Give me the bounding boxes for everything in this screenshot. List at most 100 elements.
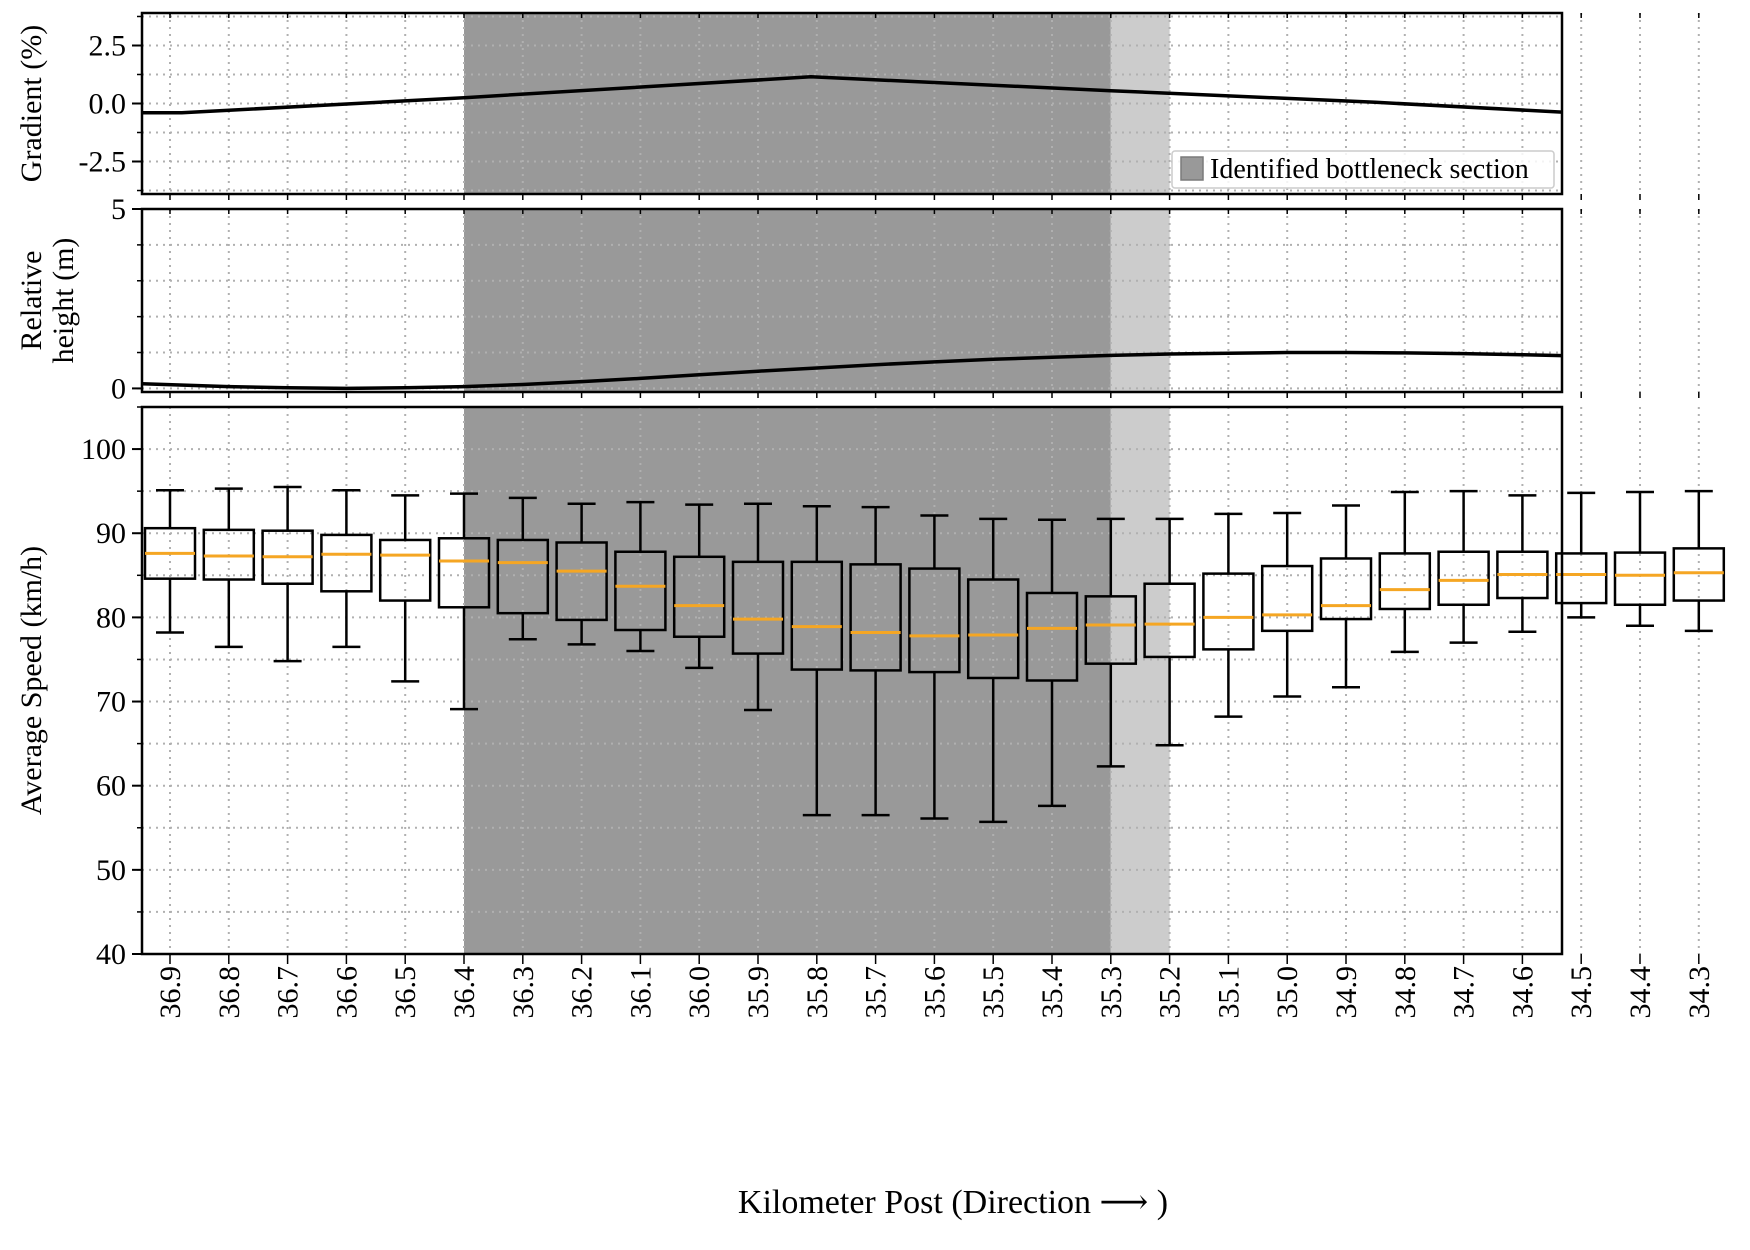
box-34.7 (1437, 489, 1490, 644)
x-tick-label: 36.1 (624, 966, 657, 1019)
legend-swatch-bottleneck (1180, 156, 1204, 181)
y-tick-label: 100 (81, 433, 126, 466)
box-35.9 (731, 502, 785, 712)
box-iqr (1143, 582, 1196, 659)
box-iqr (1202, 572, 1255, 651)
box-iqr (1260, 564, 1314, 633)
legend-frame (1171, 150, 1555, 189)
x-tick-label: 35.0 (1271, 966, 1304, 1019)
average-speed-panel: 100 90 80 70 60 50 40 36.9 36.8 36.7 36.6 36.5 36.4 3… (81, 405, 1726, 1019)
x-tick-label: 36.7 (272, 966, 305, 1019)
y-axis-labels: Gradient (%) Relative height (m) Average… (15, 25, 80, 815)
x-tick-label: 35.9 (742, 966, 775, 1019)
box-36.8 (202, 487, 256, 649)
y-tick-label: 70 (96, 686, 126, 719)
average-speed-y-axis-label: Average Speed (km/h) (15, 546, 48, 815)
box-iqr (790, 560, 844, 671)
box-34.3 (1672, 489, 1726, 633)
x-tick-label: 36.4 (448, 966, 481, 1019)
box-iqr (1554, 552, 1608, 605)
box-34.5 (1554, 491, 1608, 619)
plot-frame (140, 405, 1564, 956)
x-axis-label: Kilometer Post (Direction ⟶ ) (738, 1184, 1168, 1221)
x-tick-label: 34.7 (1448, 966, 1481, 1019)
box-36.7 (261, 485, 314, 663)
box-iqr (1378, 552, 1432, 611)
x-tick-label: 35.4 (1036, 966, 1069, 1019)
box-35.2 (1143, 517, 1196, 747)
box-iqr (849, 563, 902, 672)
bottleneck-extension-band (1110, 407, 1170, 954)
x-tick-label: 34.9 (1330, 966, 1363, 1019)
y-tick-label: 40 (96, 938, 126, 971)
relative-height-y-axis-label-line-2: height (m) (47, 238, 80, 364)
x-tick-label: 36.0 (683, 966, 716, 1019)
y-tick-label: 50 (96, 854, 126, 887)
x-tick-label: 34.5 (1565, 966, 1598, 1019)
y-tick-label: -2.5 (79, 146, 127, 179)
x-tick-label: 36.9 (154, 966, 187, 1019)
legend: Identified bottleneck section (1171, 150, 1555, 189)
box-36.0 (672, 503, 726, 670)
legend-label-bottleneck: Identified bottleneck section (1210, 154, 1529, 185)
box-36.9 (143, 489, 197, 634)
x-tick-label: 34.6 (1506, 966, 1539, 1019)
y-tick-label: 90 (96, 517, 126, 550)
box-36.1 (614, 500, 667, 653)
box-iqr (614, 550, 667, 632)
x-tick-label: 35.7 (860, 966, 893, 1019)
y-tick-label: 0 (111, 372, 126, 405)
box-36.3 (496, 496, 550, 641)
x-tick-label: 34.4 (1624, 966, 1657, 1019)
x-tick-label: 35.1 (1212, 966, 1245, 1019)
bottleneck-extension-band (1110, 13, 1170, 194)
box-35.7 (849, 505, 902, 817)
box-iqr (908, 567, 961, 674)
y-tick-label: 2.5 (89, 29, 127, 62)
relative-height-panel: 50 (111, 193, 1700, 405)
box-35.5 (966, 517, 1020, 824)
relative-height-y-axis-label-line-1: Relative (15, 251, 48, 351)
box-iqr (731, 560, 785, 655)
box-iqr (1672, 547, 1726, 602)
box-35.4 (1025, 518, 1079, 808)
box-iqr (1084, 595, 1138, 665)
bottleneck-main-band (464, 209, 1111, 392)
box-iqr (320, 533, 373, 593)
box-35.6 (908, 514, 961, 820)
box-35.3 (1084, 517, 1138, 768)
y-tick-label: 0.0 (89, 88, 127, 121)
box-iqr (378, 538, 432, 602)
box-34.9 (1319, 504, 1373, 689)
x-tick-label: 35.6 (918, 966, 951, 1019)
box-iqr (437, 537, 491, 609)
y-tick-label: 5 (111, 193, 126, 226)
x-tick-label: 35.3 (1095, 966, 1128, 1019)
box-35.8 (790, 505, 844, 817)
x-tick-label: 34.8 (1389, 966, 1422, 1019)
box-36.2 (555, 502, 608, 646)
gradient-y-axis-label: Gradient (%) (15, 25, 48, 182)
bottleneck-main-band (464, 407, 1111, 954)
relative-height-line (142, 350, 1562, 391)
box-36.5 (378, 494, 432, 683)
x-tick-label: 36.5 (389, 966, 422, 1019)
box-34.6 (1496, 494, 1549, 633)
plot-frame (140, 207, 1564, 394)
gradient-line (142, 75, 1562, 115)
box-35.0 (1260, 511, 1314, 698)
y-tick-label: 80 (96, 601, 126, 634)
x-tick-label: 34.3 (1683, 966, 1716, 1019)
box-iqr (555, 541, 608, 622)
box-iqr (1437, 550, 1490, 607)
y-tick-label: 60 (96, 770, 126, 803)
box-34.8 (1378, 490, 1432, 654)
box-iqr (1613, 551, 1667, 607)
box-34.4 (1613, 490, 1667, 628)
box-iqr (496, 538, 550, 615)
box-iqr (966, 578, 1020, 680)
plot-frame (140, 11, 1564, 196)
x-tick-label: 35.5 (977, 966, 1010, 1019)
bottleneck-extension-band (1110, 209, 1170, 392)
